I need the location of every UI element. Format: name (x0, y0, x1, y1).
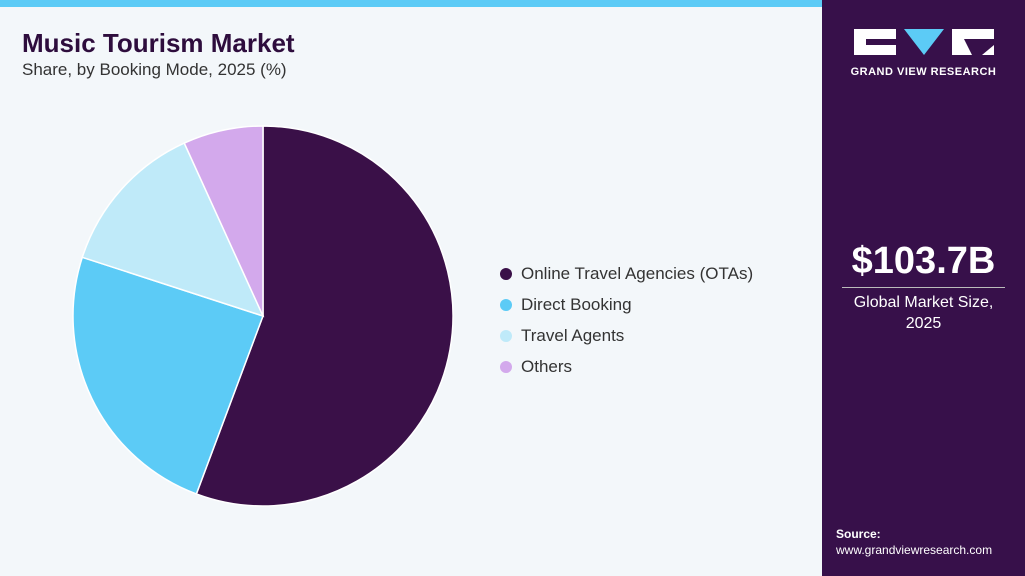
legend-label: Travel Agents (521, 325, 625, 345)
sidebar: GRAND VIEW RESEARCH $103.7B Global Marke… (822, 0, 1025, 576)
legend-label: Others (521, 356, 573, 376)
source-url: www.grandviewresearch.com (836, 543, 993, 557)
legend-item: Travel Agents (500, 320, 753, 351)
legend-label: Online Travel Agencies (OTAs) (521, 263, 754, 283)
legend-swatch (500, 298, 512, 311)
chart-title: Music Tourism Market (22, 28, 295, 58)
legend-label: Direct Booking (521, 294, 632, 314)
market-size-label: Global Market Size, 2025 (853, 294, 994, 332)
separator (842, 287, 1005, 288)
pie-slice (81, 142, 265, 318)
chart-subtitle: Share, by Booking Mode, 2025 (%) (22, 60, 287, 79)
pie-slice (195, 125, 454, 507)
source-label: Source: (836, 527, 881, 541)
pie-slice (183, 125, 264, 317)
legend-item: Others (500, 351, 753, 382)
legend-item: Direct Booking (500, 289, 753, 320)
pie-chart (72, 125, 454, 507)
legend: Online Travel Agencies (OTAs) Direct Book… (500, 258, 753, 382)
top-strip (0, 0, 822, 7)
brand: GRAND VIEW RESEARCH (850, 66, 997, 78)
pie-slice (72, 256, 264, 495)
legend-swatch (500, 329, 512, 342)
logo (854, 29, 994, 55)
legend-swatch (500, 267, 512, 280)
legend-item: Online Travel Agencies (OTAs) (500, 258, 753, 289)
legend-swatch (500, 360, 512, 373)
chart-area: Music Tourism Market Share, by Booking M… (0, 0, 822, 507)
market-size: $103.7B (851, 240, 996, 282)
